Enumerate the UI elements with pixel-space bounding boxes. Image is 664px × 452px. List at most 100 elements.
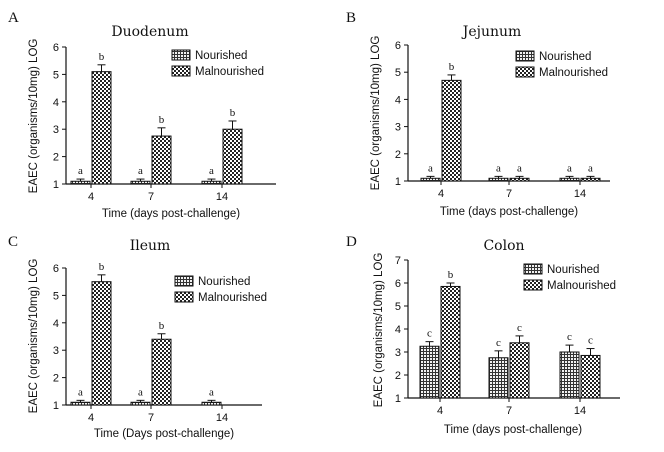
bar xyxy=(580,354,601,399)
bar xyxy=(70,401,91,406)
legend-label: Malnourished xyxy=(547,280,616,292)
legend-swatch xyxy=(515,66,535,78)
x-tick-label: 7 xyxy=(148,191,154,203)
x-tick-label: 4 xyxy=(88,191,94,203)
bar xyxy=(91,71,112,185)
legend-label: Malnourished xyxy=(198,292,267,304)
chart-panel-3: 1 2 3 4 5 6 4 7 14 a a a b b Nourished Malnourished xyxy=(53,261,267,424)
bar xyxy=(130,180,151,185)
significance-label: b xyxy=(159,114,165,126)
y-tick-label: 5 xyxy=(53,69,59,81)
chart-panel-1: 1 2 3 4 5 6 4 7 14 a a a b b b Nourished Malnourished xyxy=(53,42,276,203)
y-axis-label-colon: EAEC (organisms/10mg) LOG xyxy=(373,253,385,408)
x-axis-label-ileum: Time (Days post-challenge) xyxy=(94,428,234,440)
bar xyxy=(580,177,601,182)
significance-label: a xyxy=(138,165,143,177)
x-axis-label-colon: Time (days post-challenge) xyxy=(444,424,582,436)
y-tick-label: 6 xyxy=(53,263,59,275)
y-tick-label: 6 xyxy=(395,278,401,290)
panel-letter-b: B xyxy=(346,10,356,26)
y-tick-label: 3 xyxy=(53,124,59,136)
legend-label: Nourished xyxy=(198,276,250,288)
y-tick-label: 7 xyxy=(395,255,401,267)
legend-swatch xyxy=(171,49,191,61)
y-tick-label: 4 xyxy=(53,97,59,109)
significance-label: c xyxy=(496,337,501,349)
y-axis-label-ileum: EAEC (organisms/10mg) LOG xyxy=(28,259,40,414)
x-tick-label: 7 xyxy=(506,188,512,200)
significance-label: a xyxy=(588,162,593,174)
legend-swatch xyxy=(174,275,194,287)
significance-label: b xyxy=(448,269,454,281)
y-tick-label: 4 xyxy=(395,324,401,336)
bar xyxy=(130,401,151,406)
y-tick-label: 4 xyxy=(395,94,401,106)
legend-label: Nourished xyxy=(539,51,591,63)
x-axis-label-jejunum: Time (days post-challenge) xyxy=(440,206,578,218)
legend-swatch xyxy=(523,263,543,275)
y-tick-label: 1 xyxy=(53,179,59,191)
y-tick-label: 5 xyxy=(395,301,401,313)
chart-panel-4: 1 2 3 4 5 6 7 4 7 14 c c c b c c Nourished Malnourished xyxy=(395,255,620,417)
significance-label: a xyxy=(78,386,83,398)
legend-swatch xyxy=(515,50,535,62)
x-tick-label: 14 xyxy=(216,191,228,203)
y-tick-label: 6 xyxy=(395,40,401,52)
y-tick-label: 1 xyxy=(395,176,401,188)
panel-letter-d: D xyxy=(346,234,357,250)
significance-label: a xyxy=(428,162,433,174)
y-axis-label-duodenum: EAEC (organisms/10mg) LOG xyxy=(28,39,40,194)
bar xyxy=(419,345,440,399)
significance-label: b xyxy=(99,261,105,273)
bar xyxy=(509,342,530,399)
x-tick-label: 14 xyxy=(216,412,228,424)
significance-label: c xyxy=(567,331,572,343)
x-tick-label: 7 xyxy=(506,405,512,417)
legend-label: Malnourished xyxy=(195,66,264,78)
panel-letter-a: A xyxy=(8,10,19,26)
bar xyxy=(440,285,461,399)
legend-label: Malnourished xyxy=(539,67,608,79)
legend-swatch xyxy=(171,65,191,77)
y-tick-label: 2 xyxy=(53,152,59,164)
significance-label: c xyxy=(588,335,593,347)
x-tick-label: 4 xyxy=(438,188,444,200)
legend-label: Nourished xyxy=(547,264,599,276)
y-tick-label: 6 xyxy=(53,42,59,54)
y-tick-label: 5 xyxy=(395,67,401,79)
panel-letter-c: C xyxy=(8,234,18,250)
significance-label: b xyxy=(449,61,455,73)
significance-label: a xyxy=(496,162,501,174)
bar xyxy=(488,177,509,182)
x-tick-label: 14 xyxy=(574,405,586,417)
chart-title-colon: Colon xyxy=(483,238,524,254)
significance-label: a xyxy=(78,165,83,177)
bar xyxy=(151,135,172,185)
x-tick-label: 4 xyxy=(437,405,443,417)
y-tick-label: 1 xyxy=(395,393,401,405)
significance-label: a xyxy=(517,162,522,174)
bar xyxy=(559,351,580,399)
x-tick-label: 7 xyxy=(148,412,154,424)
significance-label: a xyxy=(567,162,572,174)
bar xyxy=(201,180,222,185)
significance-label: b xyxy=(230,107,236,119)
significance-label: a xyxy=(209,165,214,177)
legend-swatch xyxy=(174,291,194,303)
bar xyxy=(151,338,172,406)
y-tick-label: 3 xyxy=(395,347,401,359)
chart-title-duodenum: Duodenum xyxy=(111,24,188,40)
bar xyxy=(91,281,112,406)
chart-title-jejunum: Jejunum xyxy=(461,24,522,40)
y-tick-label: 5 xyxy=(53,290,59,302)
x-axis-label-duodenum: Time (days post-challenge) xyxy=(102,208,240,220)
x-tick-label: 14 xyxy=(574,188,586,200)
significance-label: c xyxy=(427,328,432,340)
y-tick-label: 3 xyxy=(395,122,401,134)
significance-label: a xyxy=(138,386,143,398)
bar xyxy=(441,79,462,182)
y-tick-label: 2 xyxy=(53,373,59,385)
y-tick-label: 3 xyxy=(53,345,59,357)
